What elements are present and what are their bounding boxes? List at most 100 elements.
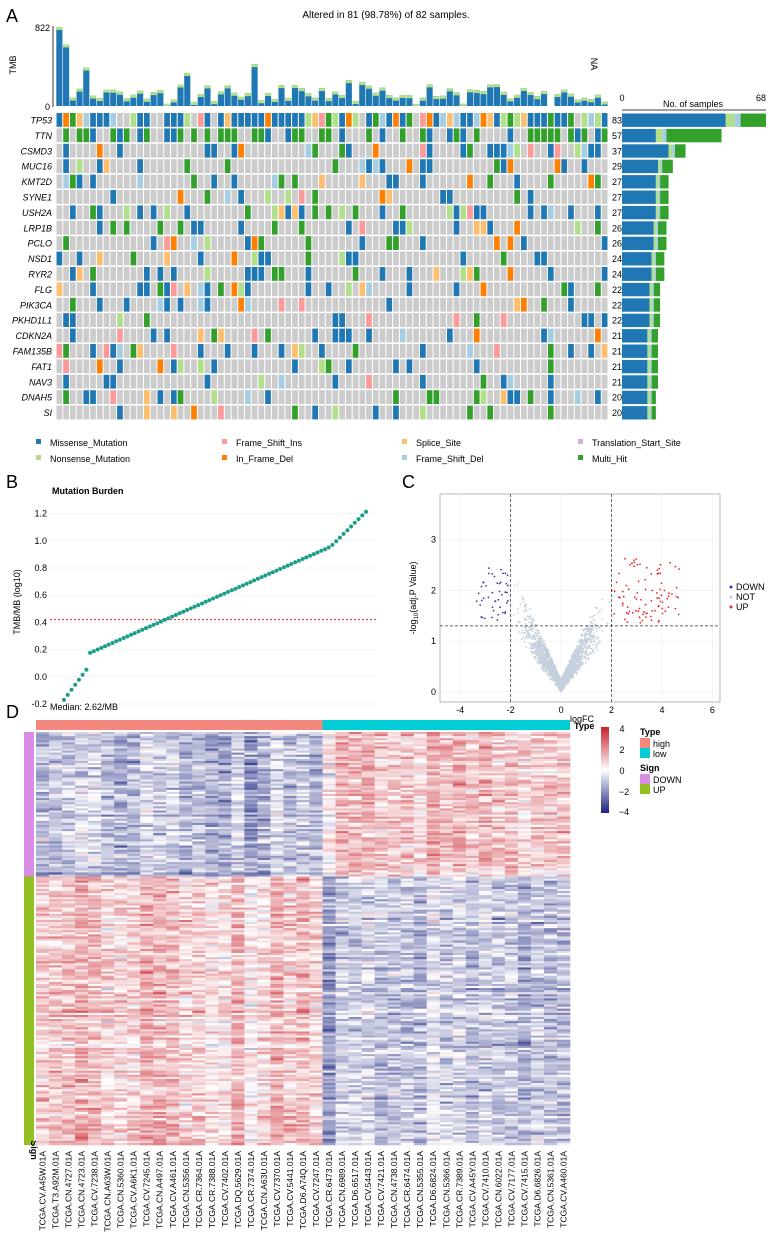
oncoplot-cell [305, 344, 312, 358]
oncoplot-cell [386, 143, 393, 158]
heatmap-cell [218, 738, 232, 741]
heatmap-cell [192, 756, 206, 760]
oncoplot-cell [500, 405, 507, 420]
oncoplot-cell [595, 143, 601, 158]
heatmap-sign-annotation [24, 732, 34, 1145]
volcano-point [597, 640, 600, 643]
oncoplot-cell [292, 190, 298, 204]
oncoplot-cell [473, 190, 480, 204]
oncoplot-cell [332, 390, 339, 404]
oncoplot-cell [157, 205, 164, 220]
heatmap-cell [426, 746, 441, 749]
heatmap-cell [517, 744, 532, 747]
oncoplot-cell [372, 236, 379, 250]
heatmap-cell [192, 748, 206, 751]
oncoplot-cell [527, 205, 534, 220]
oncoplot-cell [487, 159, 494, 173]
oncoplot-cell [56, 236, 63, 250]
heatmap-cell [75, 732, 89, 735]
oncoplot-cell [83, 282, 90, 297]
tmb-bar-cap [177, 84, 184, 88]
volcano-point-up [650, 573, 653, 575]
oncoplot-cell [379, 267, 386, 281]
heatmap-cell [244, 756, 258, 760]
oncoplot-cell [339, 159, 345, 173]
heatmap-cell [400, 740, 414, 743]
oncoplot-cell [568, 205, 574, 220]
oncoplot-cell [473, 236, 480, 250]
oncoplot-cell [164, 313, 170, 327]
oncoplot-cell [56, 328, 63, 343]
heatmap-cell [205, 752, 219, 756]
heatmap-cell [257, 752, 271, 756]
heatmap-cell [179, 734, 193, 737]
volcano-point-up [661, 607, 664, 610]
oncoplot-cell [420, 220, 426, 235]
heatmap-cell [205, 734, 219, 737]
heatmap-cell [192, 754, 206, 758]
oncoplot-cell [123, 159, 130, 173]
oncoplot-cell [278, 143, 285, 158]
oncoplot-cell [83, 390, 90, 404]
oncoplot-cell [494, 405, 500, 420]
heatmap-cell [257, 746, 271, 749]
oncoplot-cell [547, 344, 554, 358]
heatmap-cell [153, 758, 167, 762]
tmb-bar-cap [103, 89, 110, 93]
volcano-point [532, 618, 535, 621]
oncoplot-cell [150, 143, 157, 158]
heatmap-cell [556, 738, 571, 741]
volcano-point [575, 671, 578, 674]
volcano-point [559, 676, 561, 679]
volcano-point [522, 597, 525, 600]
oncoplot-cell [265, 159, 271, 173]
tmb-bar [110, 89, 117, 106]
volcano-point [571, 663, 573, 666]
volcano-point [571, 656, 573, 659]
burden-point [293, 560, 298, 565]
burden-point [121, 636, 126, 640]
gene-percentage: 24% [612, 254, 630, 264]
burden-point [326, 545, 331, 550]
oncoplot-cell [238, 390, 244, 404]
oncoplot-cell [473, 374, 480, 389]
oncoplot-cell [413, 405, 420, 420]
oncoplot-cell [265, 328, 271, 343]
oncoplot-cell [137, 390, 144, 404]
heatmap-cell [387, 748, 401, 751]
heatmap-cell [530, 746, 545, 749]
heatmap-cell [439, 740, 454, 743]
volcano-point [577, 661, 579, 664]
oncoplot-cell [144, 143, 150, 158]
tmb-bar-cap [190, 101, 198, 105]
volcano-point [544, 647, 546, 650]
oncoplot-cell [534, 328, 541, 343]
volcano-point [546, 660, 549, 662]
oncoplot-cell [251, 328, 258, 343]
oncoplot-cell [184, 143, 191, 158]
oncoplot-cell [547, 128, 554, 143]
oncoplot-cell [345, 220, 352, 235]
oncoplot-cell [554, 159, 561, 173]
heatmap-cell [361, 752, 375, 756]
volcano-point-up [622, 595, 625, 598]
heatmap-cell [192, 740, 206, 743]
tmb-bar-cap [83, 67, 90, 71]
oncoplot-cell [278, 113, 285, 127]
oncoplot-cell [595, 205, 601, 220]
oncoplot-cell [117, 159, 123, 173]
oncoplot-cell [386, 220, 393, 235]
oncoplot-cell [319, 267, 325, 281]
volcano-point [588, 652, 591, 655]
side-bar-segment [647, 329, 650, 343]
heatmap-cell [478, 752, 493, 756]
heatmap-cell [426, 756, 441, 760]
oncoplot-cell [426, 174, 433, 189]
volcano-point [536, 641, 539, 643]
oncoplot-cell [460, 344, 467, 358]
oncoplot-cell [164, 220, 170, 235]
volcano-point [570, 671, 573, 673]
oncoplot-cell [372, 143, 379, 158]
oncoplot-cell [224, 220, 231, 235]
oncoplot-cell [231, 190, 238, 204]
